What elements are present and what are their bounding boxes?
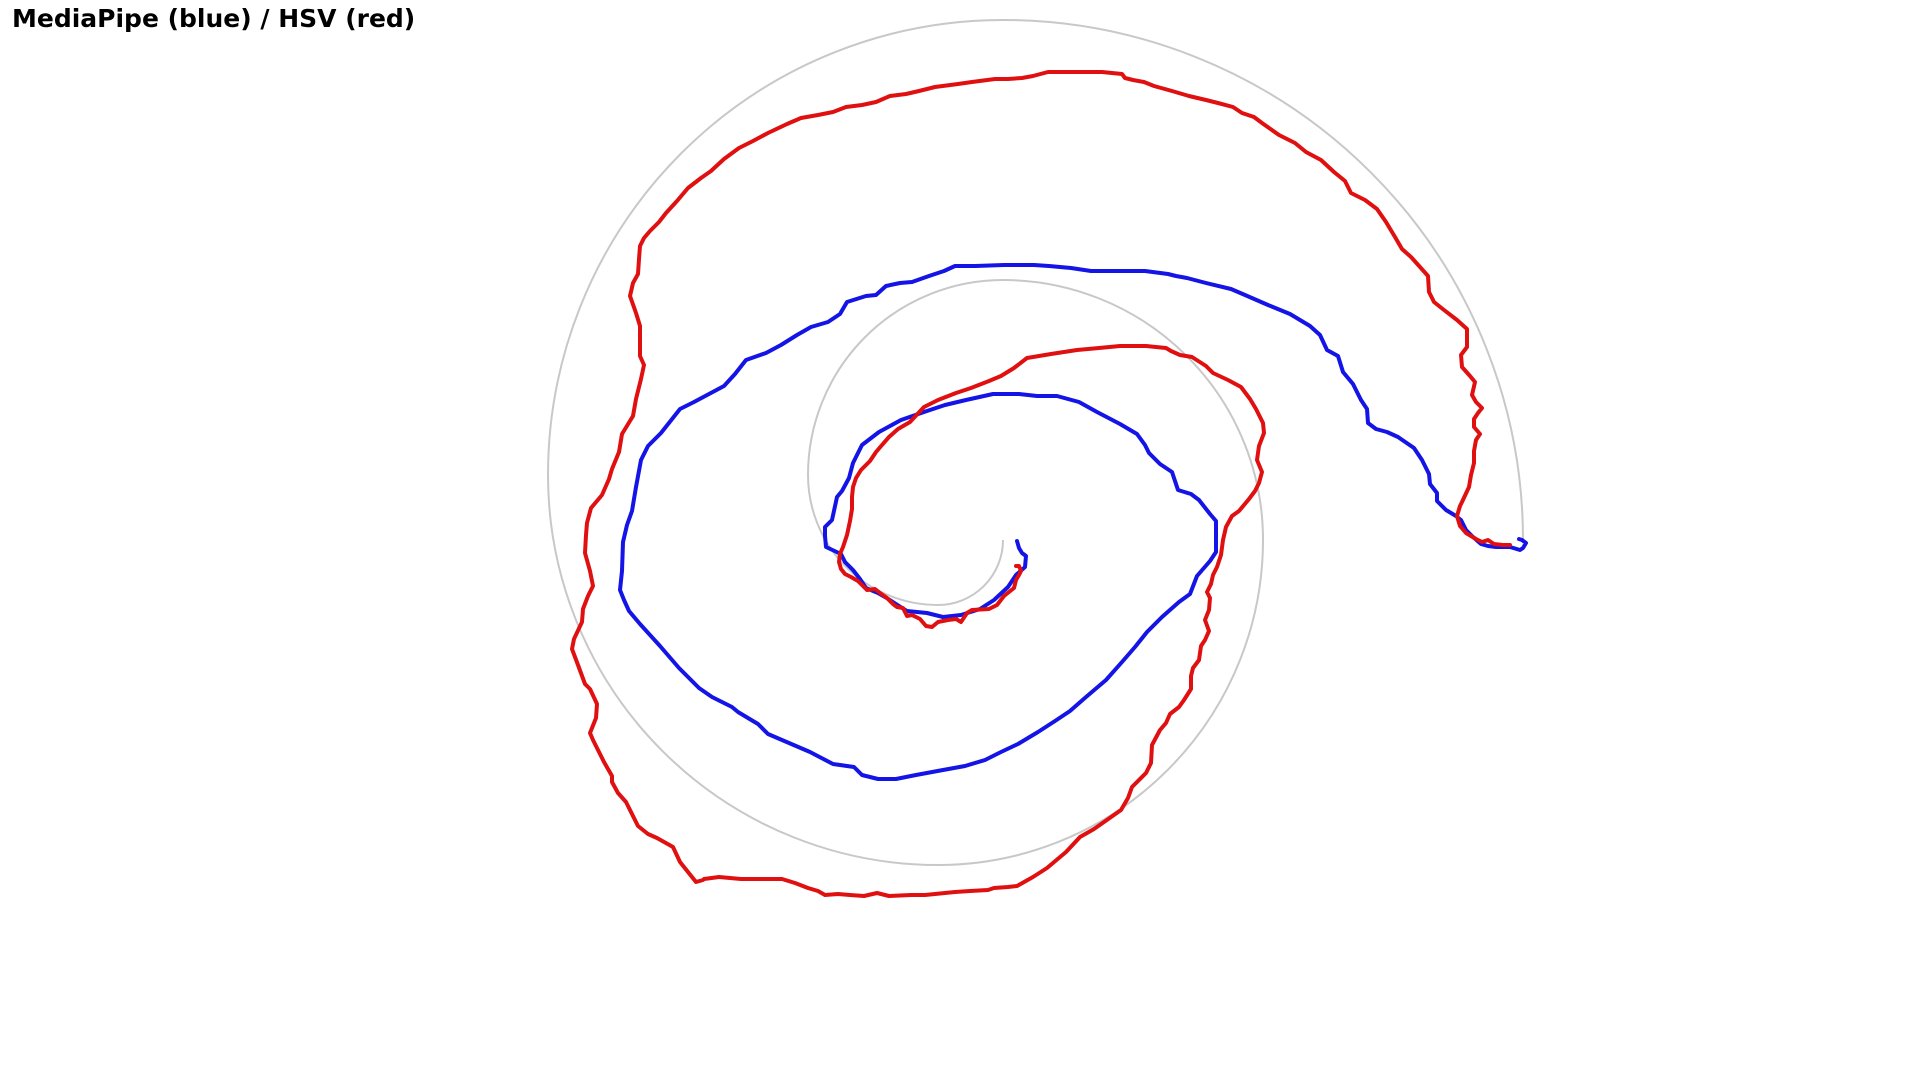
plot-title: MediaPipe (blue) / HSV (red) (12, 4, 416, 33)
mediapipe-trace (618, 263, 1528, 781)
hsv-trace (570, 70, 1512, 898)
template-spiral (546, 18, 1524, 867)
